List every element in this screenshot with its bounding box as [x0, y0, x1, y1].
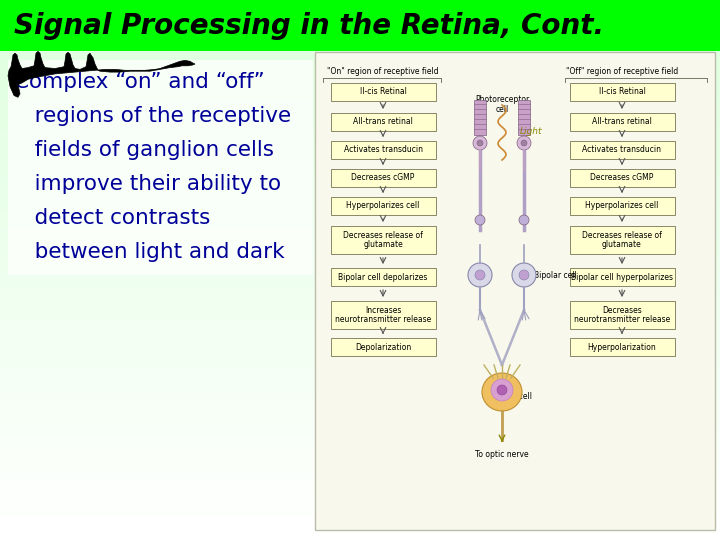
Text: between light and dark: between light and dark: [14, 242, 284, 262]
Circle shape: [519, 215, 529, 225]
Text: improve their ability to: improve their ability to: [14, 174, 281, 194]
Text: detect contrasts: detect contrasts: [14, 208, 210, 228]
FancyBboxPatch shape: [330, 338, 436, 356]
FancyBboxPatch shape: [315, 52, 715, 530]
Text: II-cis Retinal: II-cis Retinal: [598, 87, 645, 97]
Text: "Off" region of receptive field: "Off" region of receptive field: [566, 68, 678, 77]
FancyBboxPatch shape: [570, 169, 675, 187]
Circle shape: [521, 140, 527, 146]
FancyBboxPatch shape: [570, 338, 675, 356]
Text: fields of ganglion cells: fields of ganglion cells: [14, 140, 274, 160]
FancyBboxPatch shape: [570, 268, 675, 286]
Text: Complex “on” and “off”: Complex “on” and “off”: [14, 72, 265, 92]
FancyBboxPatch shape: [330, 226, 436, 254]
Text: Bipolar cell: Bipolar cell: [534, 271, 577, 280]
FancyBboxPatch shape: [330, 113, 436, 131]
Text: Activates transducin: Activates transducin: [343, 145, 423, 154]
Circle shape: [473, 136, 487, 150]
Text: Activates transducin: Activates transducin: [582, 145, 662, 154]
Text: Light: Light: [520, 127, 542, 137]
Circle shape: [475, 270, 485, 280]
Text: "On" region of receptive field: "On" region of receptive field: [327, 68, 438, 77]
Text: Decreases release of
glutamate: Decreases release of glutamate: [343, 231, 423, 249]
Text: Hyperpolarizes cell: Hyperpolarizes cell: [585, 201, 659, 211]
Text: Bipolar cell depolarizes: Bipolar cell depolarizes: [338, 273, 428, 281]
FancyBboxPatch shape: [570, 226, 675, 254]
Ellipse shape: [482, 373, 522, 411]
FancyBboxPatch shape: [474, 100, 486, 135]
Polygon shape: [8, 51, 195, 97]
Circle shape: [497, 385, 507, 395]
Text: Depolarization: Depolarization: [355, 342, 411, 352]
FancyBboxPatch shape: [570, 197, 675, 215]
FancyBboxPatch shape: [570, 83, 675, 101]
Text: Photoreceptor
cell: Photoreceptor cell: [475, 95, 529, 114]
Text: Decreases cGMP: Decreases cGMP: [351, 173, 415, 183]
Circle shape: [517, 136, 531, 150]
Text: Decreases
neurotransmitter release: Decreases neurotransmitter release: [574, 306, 670, 325]
Text: Hyperpolarization: Hyperpolarization: [588, 342, 657, 352]
FancyBboxPatch shape: [570, 141, 675, 159]
Text: All-trans retinal: All-trans retinal: [353, 118, 413, 126]
Circle shape: [468, 263, 492, 287]
Text: Increases
neurotransmitter release: Increases neurotransmitter release: [335, 306, 431, 325]
Circle shape: [491, 379, 513, 401]
FancyBboxPatch shape: [330, 141, 436, 159]
FancyBboxPatch shape: [330, 169, 436, 187]
FancyBboxPatch shape: [570, 301, 675, 329]
FancyBboxPatch shape: [330, 83, 436, 101]
FancyBboxPatch shape: [570, 113, 675, 131]
Text: Signal Processing in the Retina, Cont.: Signal Processing in the Retina, Cont.: [14, 12, 604, 40]
Text: All-trans retinal: All-trans retinal: [592, 118, 652, 126]
FancyBboxPatch shape: [330, 197, 436, 215]
Text: To optic nerve: To optic nerve: [475, 450, 528, 459]
Text: Ganglion cell: Ganglion cell: [482, 392, 532, 401]
FancyBboxPatch shape: [330, 268, 436, 286]
Text: Hyperpolarizes cell: Hyperpolarizes cell: [346, 201, 420, 211]
Text: regions of the receptive: regions of the receptive: [14, 106, 291, 126]
Circle shape: [475, 215, 485, 225]
Text: Bipolar cell hyperpolarizes: Bipolar cell hyperpolarizes: [571, 273, 673, 281]
Circle shape: [519, 270, 529, 280]
FancyBboxPatch shape: [518, 100, 530, 135]
Circle shape: [512, 263, 536, 287]
Text: Decreases cGMP: Decreases cGMP: [590, 173, 654, 183]
FancyBboxPatch shape: [330, 301, 436, 329]
Text: Decreases release of
glutamate: Decreases release of glutamate: [582, 231, 662, 249]
Text: II-cis Retinal: II-cis Retinal: [359, 87, 406, 97]
FancyBboxPatch shape: [8, 60, 313, 275]
Circle shape: [477, 140, 483, 146]
